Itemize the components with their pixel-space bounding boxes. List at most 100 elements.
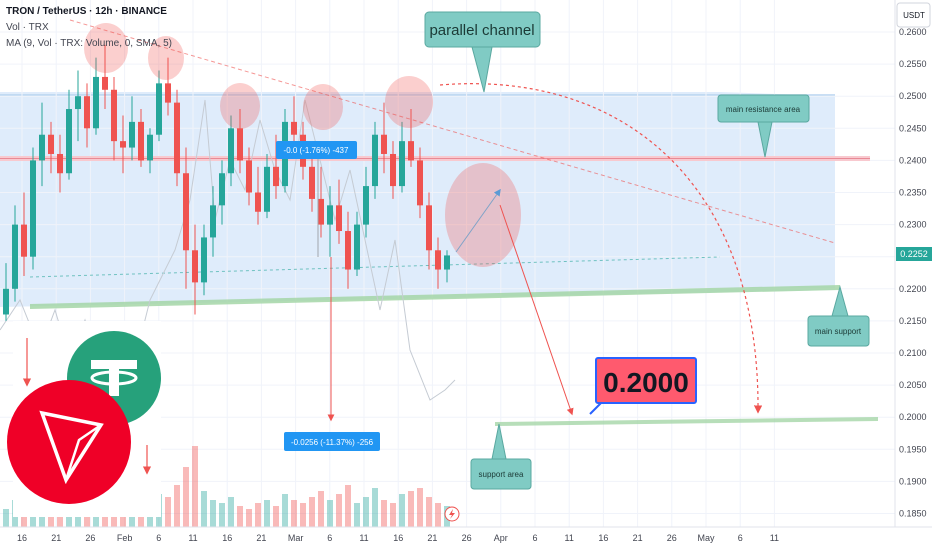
current-price-tag: [896, 247, 932, 261]
time-tick-label: 21: [51, 533, 61, 543]
candle-body: [354, 224, 360, 270]
volume-bar: [408, 491, 414, 527]
candle-body: [84, 96, 90, 129]
candle-body: [264, 166, 270, 212]
volume-bar: [354, 503, 360, 527]
price-tick-label: 0.2150: [899, 316, 927, 326]
price-tick-label: 0.2600: [899, 27, 927, 37]
volume-bar: [201, 491, 207, 527]
volume-bar: [399, 494, 405, 527]
candle-body: [219, 173, 225, 206]
candle-body: [255, 192, 261, 212]
time-tick-label: 11: [565, 533, 574, 543]
volume-bar: [345, 485, 351, 527]
candle-body: [228, 128, 234, 174]
candle-body: [39, 134, 45, 161]
volume-bar: [264, 500, 270, 527]
candle-body: [30, 160, 36, 257]
support-area-line: [495, 417, 878, 426]
price-axis-panel[interactable]: [895, 0, 932, 550]
volume-bar: [174, 485, 180, 527]
candle-body: [66, 109, 72, 174]
volume-bar: [435, 503, 441, 527]
currency-badge[interactable]: [896, 2, 931, 28]
rising-dotted-line: [29, 256, 721, 278]
main-support-label: main support: [815, 327, 862, 336]
volume-bar: [309, 497, 315, 527]
price-tick-label: 0.2000: [899, 412, 927, 422]
svg-text:-0.0256 (-11.37%) -256: -0.0256 (-11.37%) -256: [291, 438, 374, 447]
volume-bar: [228, 497, 234, 527]
rejection-circle-4: [303, 84, 343, 130]
candle-body: [102, 76, 108, 90]
price-tick-label: 0.2050: [899, 380, 927, 390]
rejection-circle-2: [148, 36, 184, 80]
time-tick-label: 26: [667, 533, 677, 543]
tron-icon: [7, 380, 131, 504]
support-area-callout: support area: [470, 423, 532, 490]
ma-indicator-label[interactable]: MA (9, Vol · TRX: Volume, 0, SMA, 5): [6, 38, 172, 49]
target-box: 0.2000: [595, 357, 697, 404]
volume-bar: [165, 497, 171, 527]
volume-bar: [390, 503, 396, 527]
candle-body: [435, 250, 441, 270]
measure-label-bottom: -0.0256 (-11.37%) -256: [284, 432, 380, 451]
volume-bar: [426, 497, 432, 527]
rejection-circle-3: [220, 83, 260, 129]
candle-body: [309, 166, 315, 199]
candle-body: [426, 205, 432, 251]
candle-body: [174, 102, 180, 174]
candle-body: [246, 160, 252, 193]
volume-bar: [273, 506, 279, 527]
volume-indicator-label[interactable]: Vol · TRX: [6, 22, 49, 33]
time-tick-label: 21: [427, 533, 437, 543]
candle-body: [363, 186, 369, 225]
time-tick-label: 21: [256, 533, 266, 543]
time-tick-label: 6: [156, 533, 161, 543]
candle-body: [444, 255, 450, 270]
candle-body: [57, 153, 63, 174]
parallel-channel-label: parallel channel: [429, 22, 534, 39]
volume-bar: [219, 503, 225, 527]
resistance-label: main resistance area: [726, 105, 801, 114]
candle-body: [390, 153, 396, 187]
candle-body: [48, 134, 54, 154]
time-tick-label: 11: [188, 533, 197, 543]
volume-bar: [183, 467, 189, 527]
volume-bar: [138, 509, 144, 527]
volume-bar: [318, 491, 324, 527]
candle-body: [12, 224, 18, 289]
time-tick-label: 6: [532, 533, 537, 543]
current-price-label: 0.2252: [900, 249, 928, 259]
time-tick-label: 16: [598, 533, 608, 543]
candle-body: [138, 121, 144, 161]
time-tick-label: 6: [738, 533, 743, 543]
time-tick-label: Feb: [117, 533, 133, 543]
volume-bar: [210, 500, 216, 527]
volume-bar: [291, 500, 297, 527]
symbol-title[interactable]: TRON / TetherUS · 12h · BINANCE: [6, 6, 167, 17]
price-tick-label: 0.1850: [899, 509, 927, 519]
main-support-band: [30, 285, 840, 309]
candle-body: [345, 231, 351, 270]
volume-bar: [363, 497, 369, 527]
svg-text:-0.0 (-1.76%) -437: -0.0 (-1.76%) -437: [284, 146, 349, 155]
volume-bar: [381, 500, 387, 527]
flash-icon[interactable]: [444, 506, 460, 522]
volume-bar: [300, 503, 306, 527]
price-tick-label: 0.2100: [899, 348, 927, 358]
price-axis-labels: 0.2600 0.2550 0.2500 0.2450 0.2400 0.2350 0.23…: [899, 27, 927, 519]
time-tick-label: 11: [770, 533, 779, 543]
volume-bar: [246, 509, 252, 527]
time-tick-label: 21: [633, 533, 643, 543]
dashed-curve-arrow: [439, 83, 763, 414]
price-tick-label: 0.2300: [899, 220, 927, 230]
time-tick-label: 16: [17, 533, 27, 543]
price-tick-label: 0.1950: [899, 444, 927, 454]
forecast-arrow-up: [455, 188, 501, 253]
tether-tron-logo: [7, 321, 161, 517]
volume-bar: [336, 494, 342, 527]
candle-body: [417, 160, 423, 206]
time-tick-label: May: [697, 533, 715, 543]
